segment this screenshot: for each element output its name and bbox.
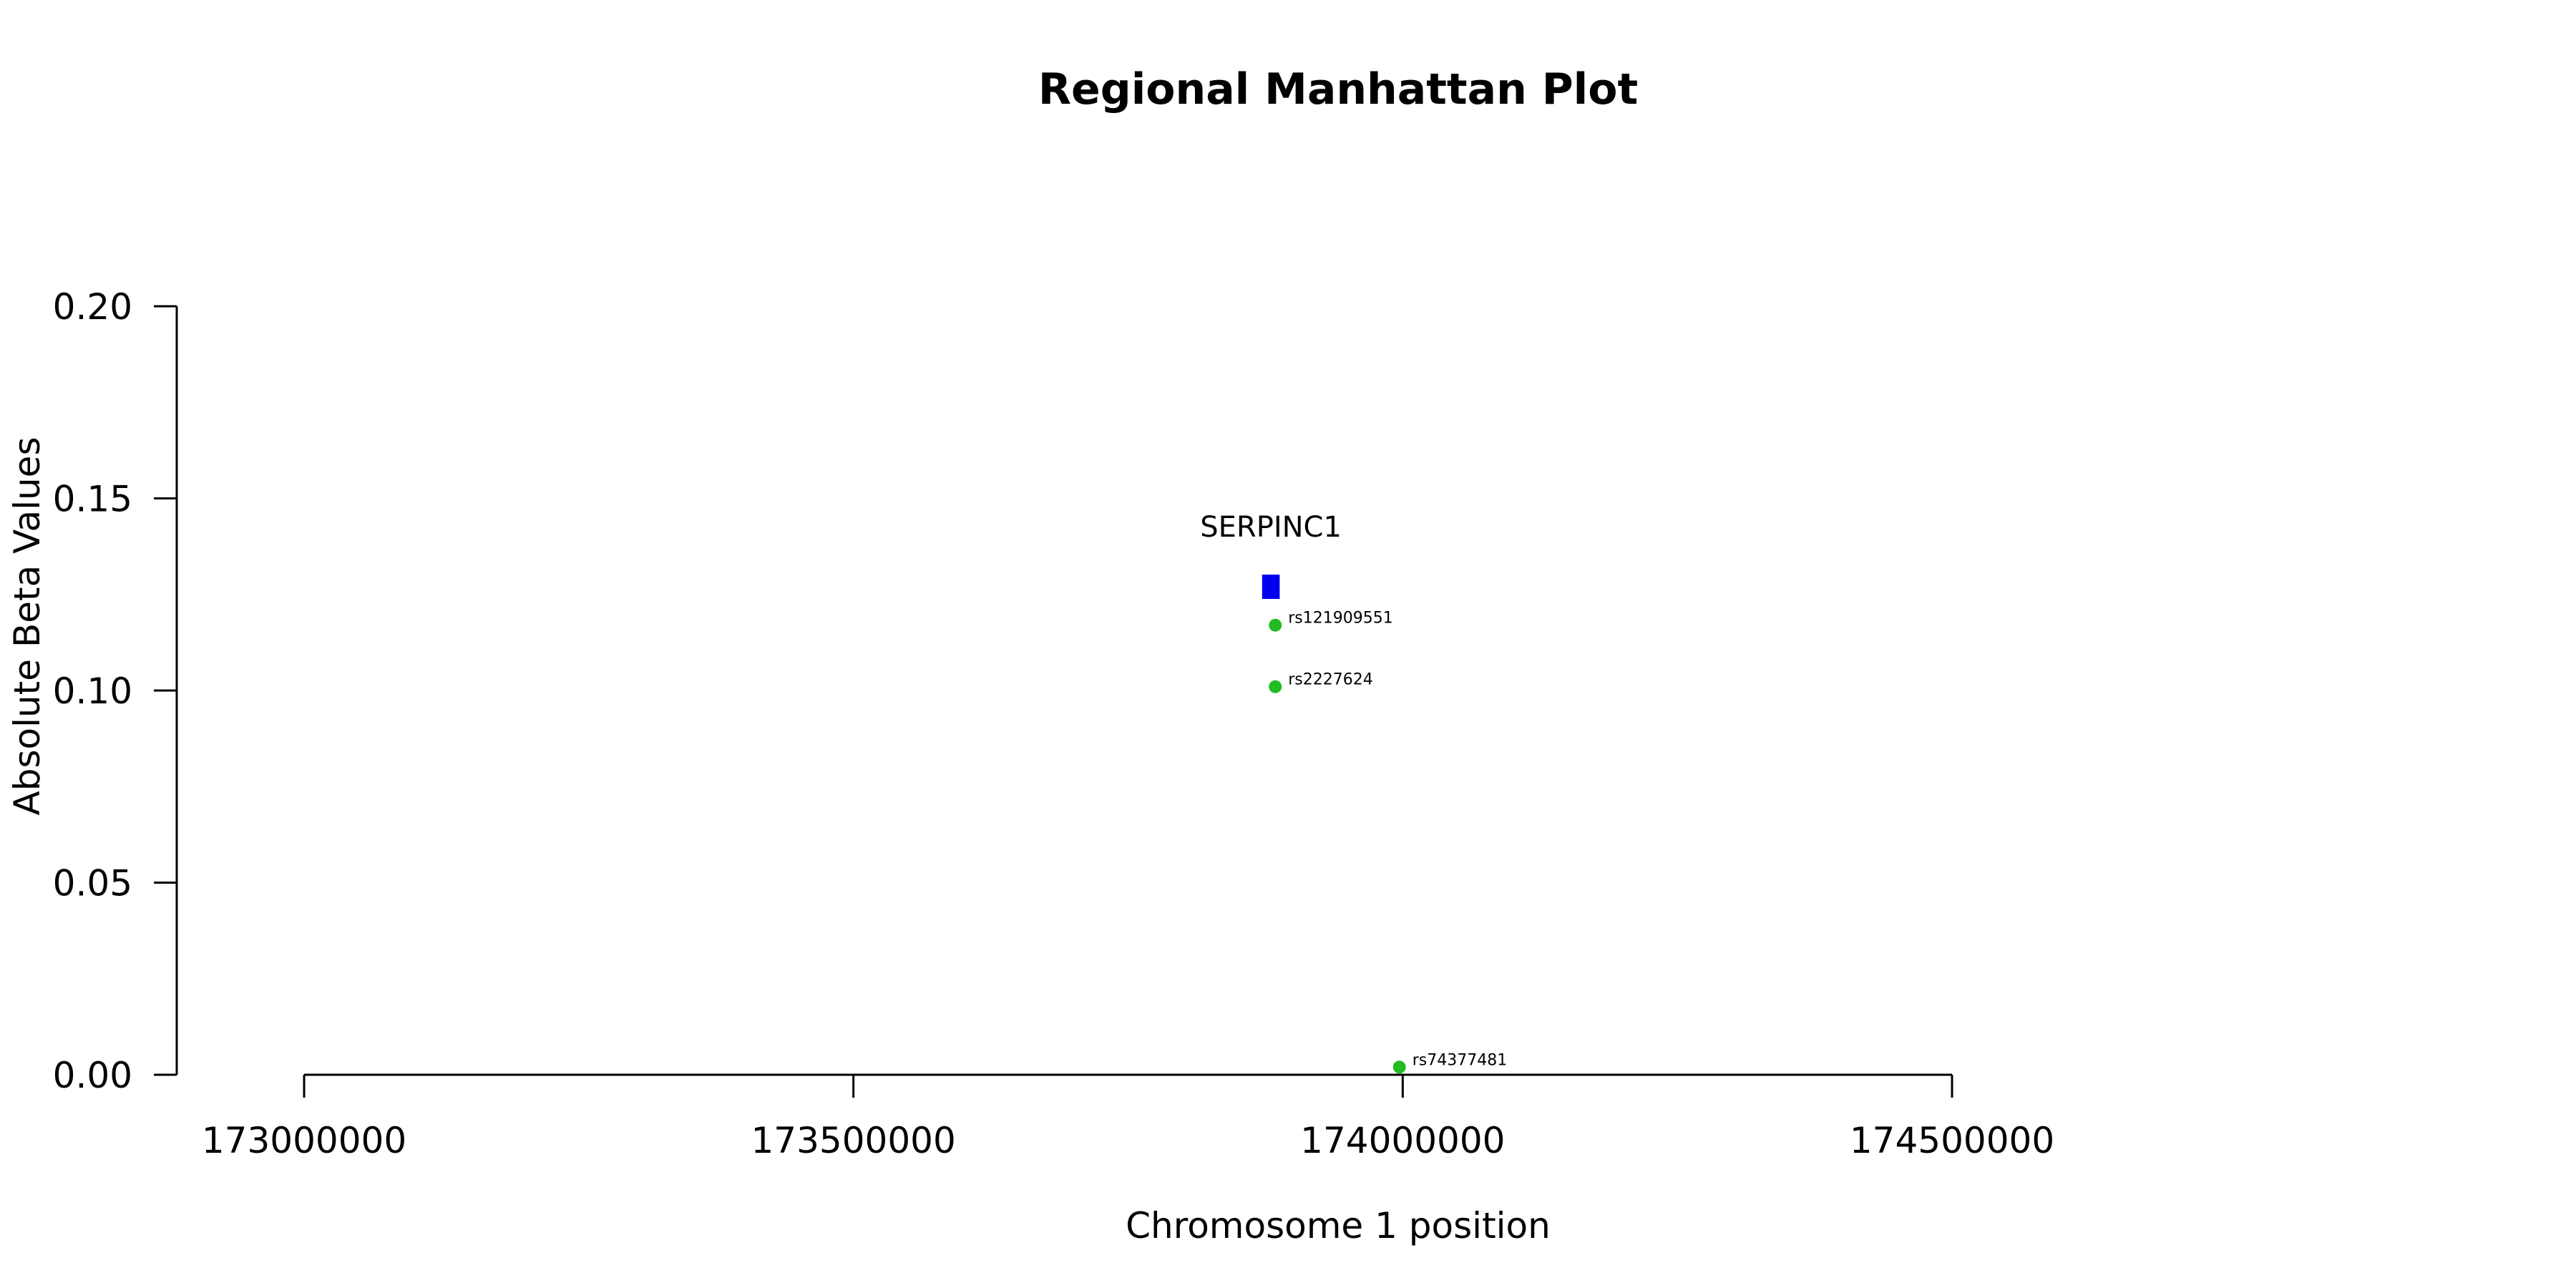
data-points: rs121909551 rs2227624 rs74377481 (1269, 610, 1507, 1074)
data-point (1269, 618, 1282, 632)
y-tick-label: 0.20 (53, 286, 132, 328)
y-axis-title: Absolute Beta Values (6, 437, 48, 816)
point-label: rs2227624 (1288, 671, 1373, 689)
point-label: rs121909551 (1288, 610, 1392, 628)
gene-track: SERPINC1 (1200, 511, 1342, 600)
y-tick-label: 0.10 (53, 670, 132, 712)
y-tick-label: 0.00 (53, 1055, 132, 1096)
data-point (1269, 680, 1282, 693)
gene-box (1262, 575, 1280, 600)
gene-label: SERPINC1 (1200, 511, 1342, 544)
x-tick-label: 173500000 (751, 1120, 956, 1161)
chart-title: Regional Manhattan Plot (1038, 64, 1638, 114)
y-tick-label: 0.05 (53, 863, 132, 904)
y-tick-label: 0.15 (53, 479, 132, 520)
point-label: rs74377481 (1413, 1051, 1507, 1069)
axes: 0.00 0.05 0.10 0.15 0.20 173000000 173500000 17… (53, 286, 2054, 1161)
data-point (1392, 1060, 1406, 1074)
x-tick-label: 173000000 (202, 1120, 406, 1161)
x-axis-title: Chromosome 1 position (1126, 1205, 1551, 1246)
x-tick-label: 174000000 (1300, 1120, 1505, 1161)
x-tick-label: 174500000 (1850, 1120, 2054, 1161)
